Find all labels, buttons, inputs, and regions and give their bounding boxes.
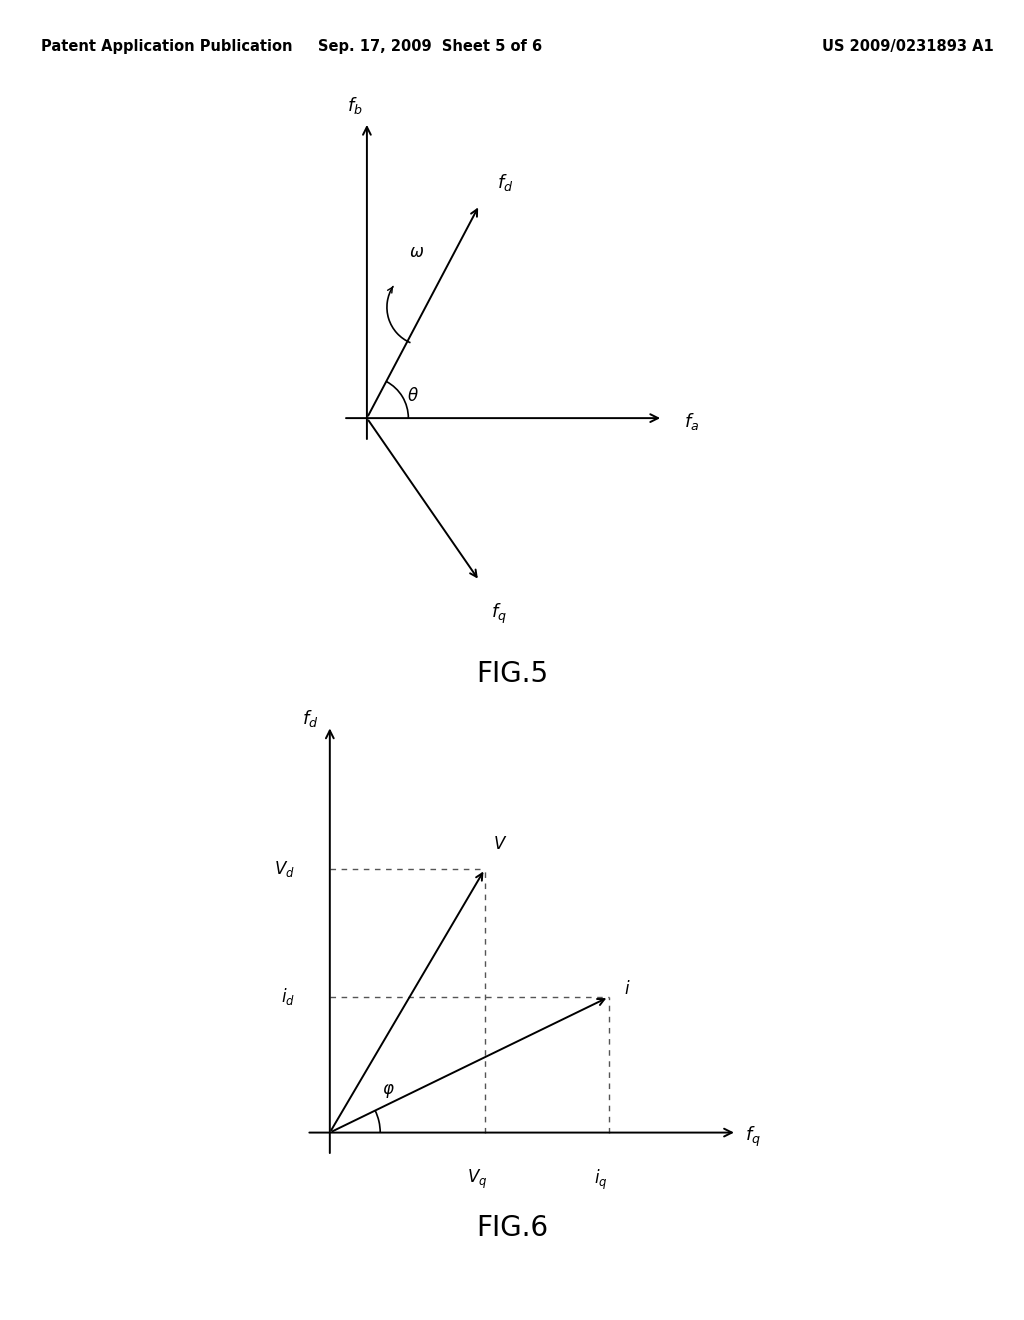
Text: $\omega$: $\omega$ [410, 244, 425, 261]
Text: US 2009/0231893 A1: US 2009/0231893 A1 [821, 38, 993, 54]
Text: Sep. 17, 2009  Sheet 5 of 6: Sep. 17, 2009 Sheet 5 of 6 [318, 38, 542, 54]
Text: FIG.5: FIG.5 [476, 660, 548, 688]
Text: FIG.6: FIG.6 [476, 1214, 548, 1242]
Text: $i_d$: $i_d$ [281, 986, 295, 1007]
Text: $f_d$: $f_d$ [498, 172, 514, 193]
Text: $V_q$: $V_q$ [467, 1167, 487, 1191]
Text: Patent Application Publication: Patent Application Publication [41, 38, 293, 54]
Text: $\theta$: $\theta$ [407, 387, 419, 405]
Text: $V$: $V$ [493, 837, 507, 854]
Text: $f_d$: $f_d$ [302, 709, 318, 730]
Text: $f_q$: $f_q$ [492, 602, 507, 626]
Text: $V_d$: $V_d$ [274, 859, 295, 879]
Text: $f_a$: $f_a$ [684, 411, 699, 432]
Text: $f_b$: $f_b$ [347, 95, 362, 116]
Text: $f_q$: $f_q$ [744, 1125, 761, 1148]
Text: $i_q$: $i_q$ [594, 1167, 608, 1192]
Text: $i$: $i$ [625, 981, 631, 998]
Text: $\varphi$: $\varphi$ [382, 1081, 395, 1100]
